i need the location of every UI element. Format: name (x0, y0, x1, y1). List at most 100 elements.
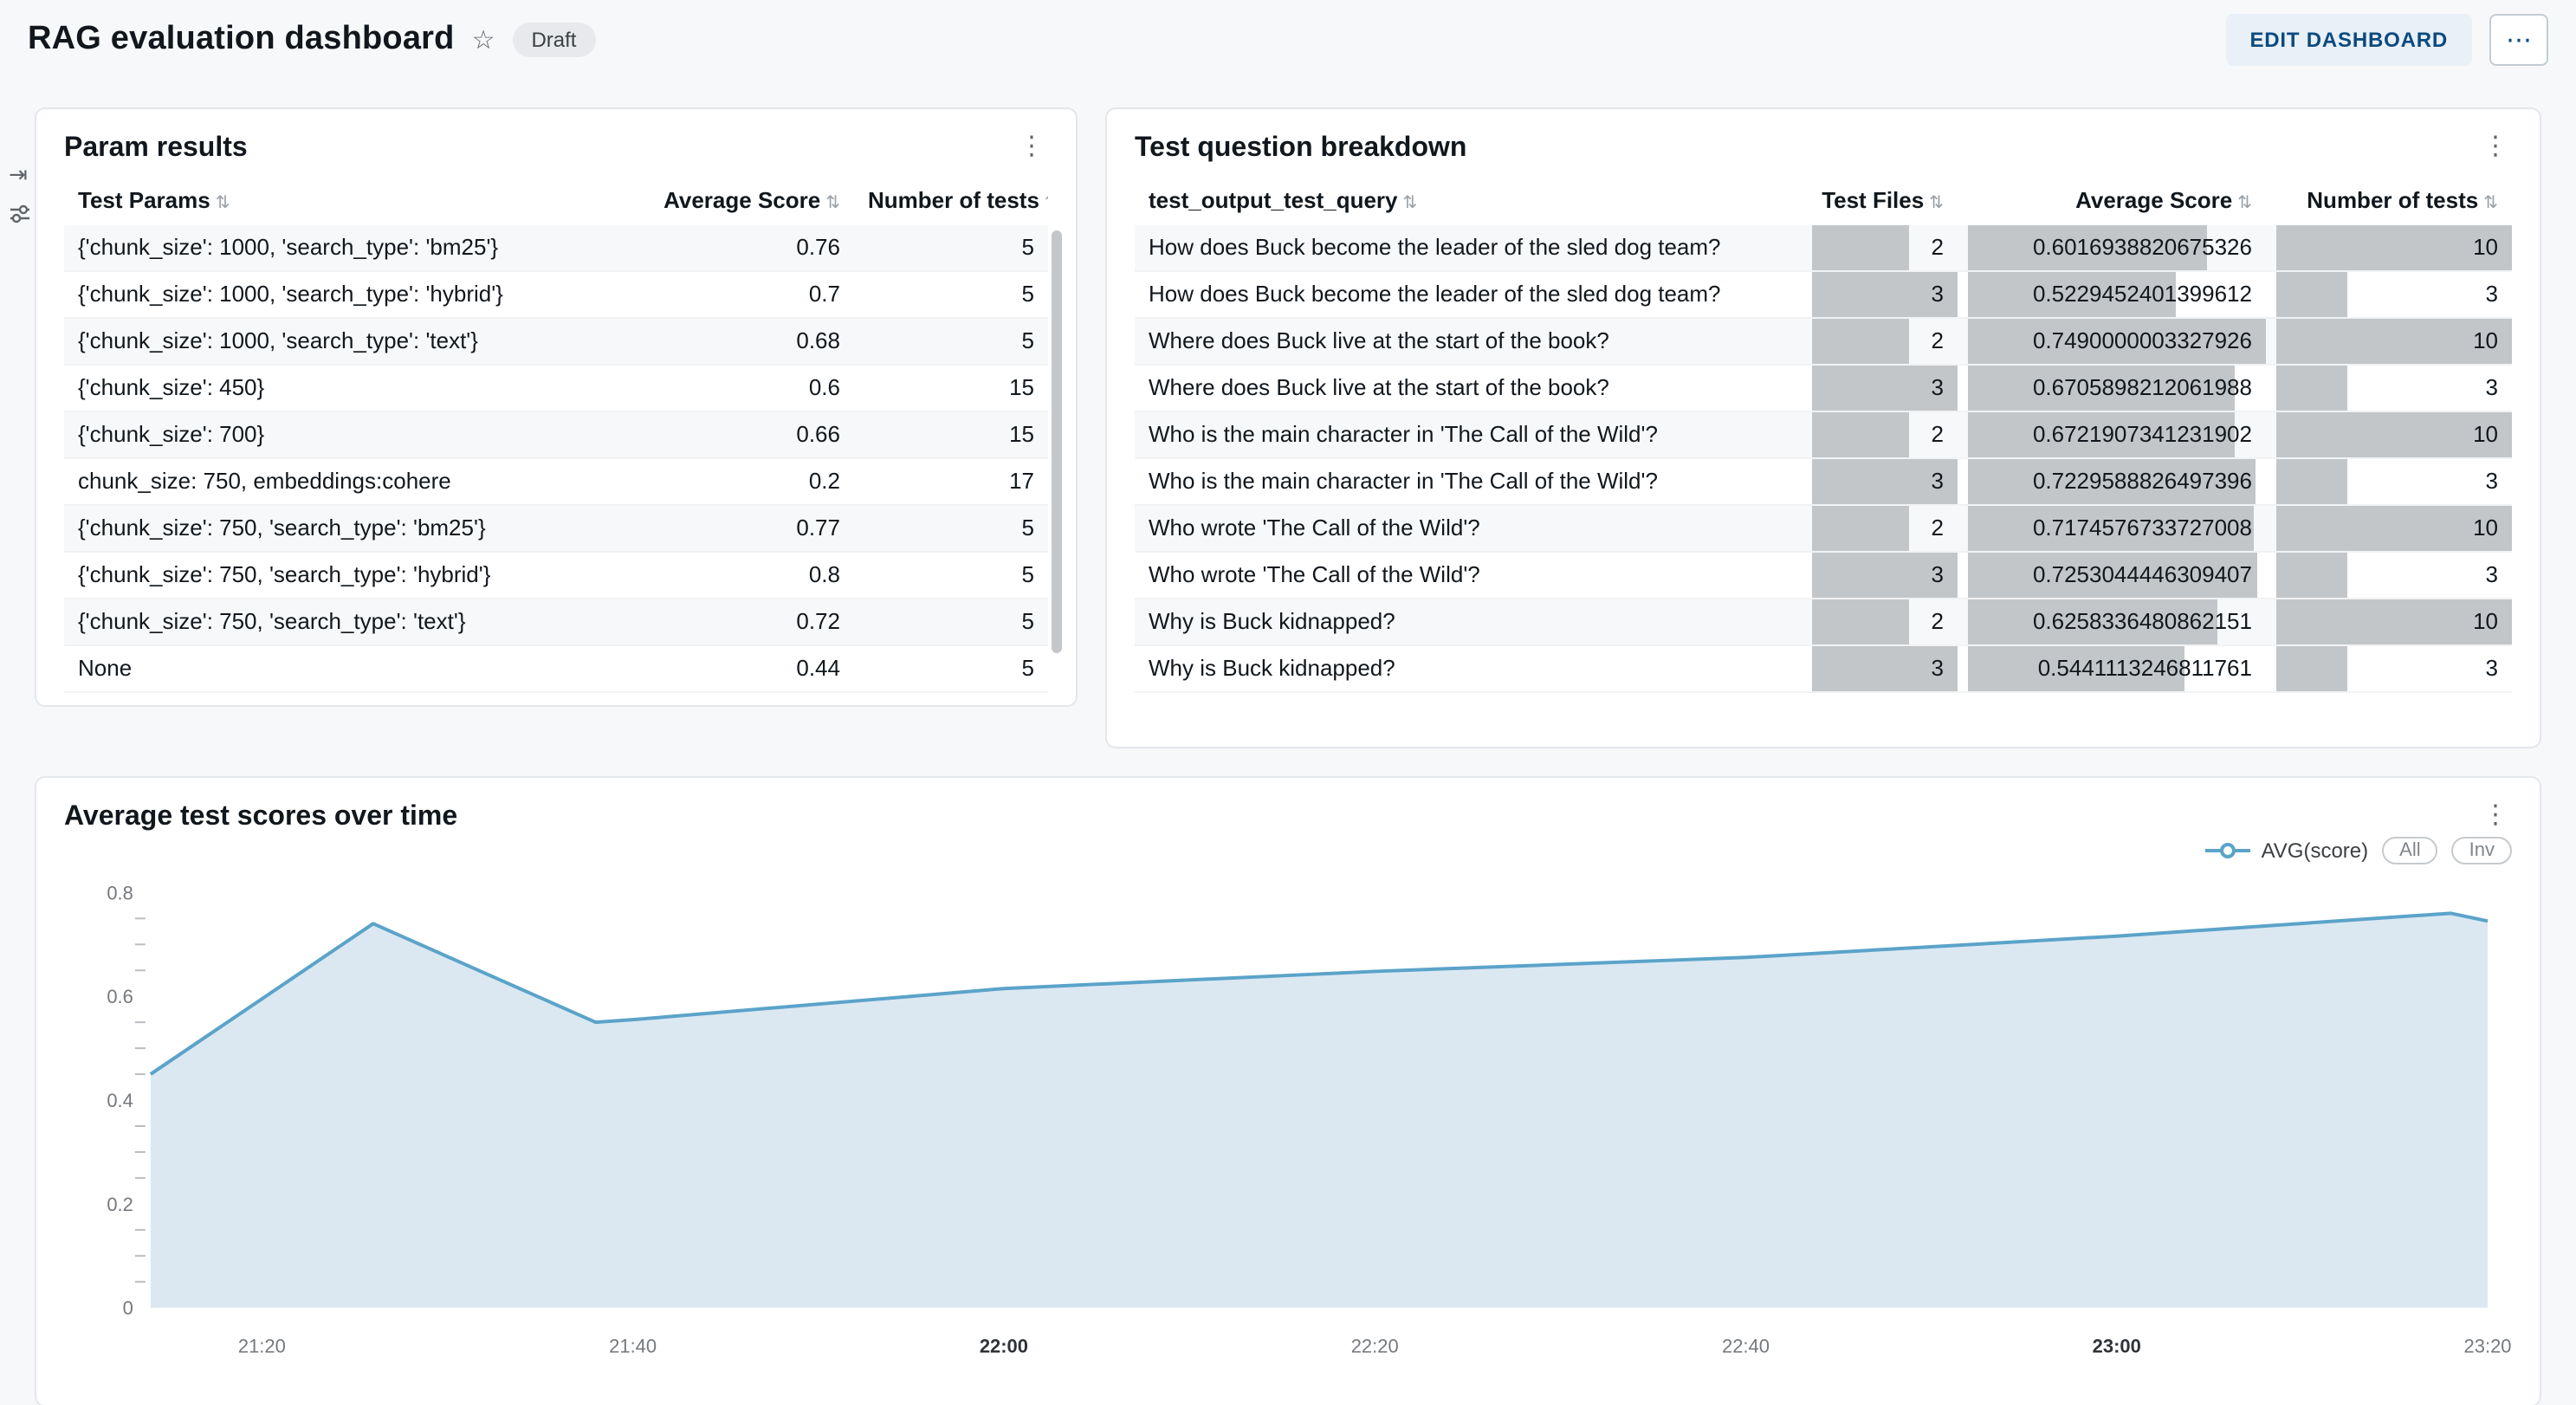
col-header-test-files[interactable]: Test Files ⇅ (1822, 187, 1944, 213)
favorite-star-icon[interactable]: ☆ (471, 25, 495, 55)
bar-value-label: 2 (1931, 327, 1944, 353)
card-title: Test question breakdown (1135, 133, 1467, 163)
avg-score-cell: 0.7490000003327926 (1958, 318, 2266, 366)
bar-value-label: 0.7229588826497396 (2032, 468, 2252, 494)
num-tests-cell: 3 (2266, 365, 2512, 412)
bar-value-label: 2 (1931, 608, 1944, 634)
value-bar (1968, 506, 2254, 550)
avg-score-cell: 0.72 (650, 599, 854, 646)
num-tests-cell: 5 (854, 318, 1048, 366)
query-cell: Who is the main character in 'The Call o… (1135, 411, 1802, 459)
param-results-table: Test Params ⇅ Average Score ⇅ Number of te… (64, 178, 1048, 693)
table-row: How does Buck become the leader of the s… (1135, 225, 2512, 272)
table-row: {'chunk_size': 750, 'search_type': 'hybr… (64, 552, 1048, 599)
table-row: Where does Buck live at the start of the… (1135, 318, 2512, 366)
num-tests-cell: 5 (854, 645, 1048, 693)
bar-value-label: 3 (2485, 281, 2498, 307)
card-menu-button[interactable]: ⋮ (2479, 133, 2512, 159)
chart-legend: AVG(score) All Inv (64, 837, 2512, 864)
table-row: {'chunk_size': 450} 0.6 15 (64, 365, 1048, 412)
num-tests-cell: 15 (854, 365, 1048, 412)
num-tests-cell: 5 (854, 225, 1048, 272)
svg-text:21:40: 21:40 (609, 1336, 657, 1357)
inv-button[interactable]: Inv (2451, 837, 2512, 864)
chart-title: Average test scores over time (64, 802, 458, 832)
avg-score-cell: 0.76 (650, 225, 854, 272)
legend-avg-score[interactable]: AVG(score) (2205, 838, 2369, 863)
col-header-test-query[interactable]: test_output_test_query ⇅ (1149, 187, 1418, 213)
header-menu-button[interactable]: ⋯ (2489, 14, 2548, 66)
value-bar (2276, 272, 2347, 316)
value-bar (2276, 319, 2512, 363)
sort-icon[interactable]: ⇅ (1929, 194, 1944, 213)
sort-icon[interactable]: ⇅ (2483, 194, 2498, 213)
col-header-number-of-tests[interactable]: Number of tests⇅ (854, 178, 1048, 225)
table-scrollbar[interactable] (1052, 230, 1062, 677)
sort-icon[interactable]: ⇅ (2237, 194, 2252, 213)
open-panel-icon[interactable]: ⇥ (9, 161, 28, 187)
table-row: chunk_size: 750, embeddings:cohere 0.2 17 (64, 458, 1048, 506)
avg-score-cell: 0.6 (650, 365, 854, 412)
num-tests-cell: 3 (2266, 552, 2512, 599)
col-header-average-score[interactable]: Average Score ⇅ (2075, 187, 2252, 213)
page-title: RAG evaluation dashboard (28, 21, 455, 57)
col-header-average-score[interactable]: Average Score ⇅ (663, 187, 840, 213)
table-row: Who wrote 'The Call of the Wild'? 2 0.7174… (1135, 505, 2512, 553)
param-cell: {'chunk_size': 450} (64, 365, 650, 412)
num-tests-cell: 5 (854, 599, 1048, 646)
value-bar (1968, 553, 2257, 597)
svg-text:23:00: 23:00 (2093, 1336, 2141, 1357)
avg-score-cell: 0.6258336480862151 (1958, 599, 2266, 646)
num-tests-cell: 5 (854, 271, 1048, 319)
value-bar (1812, 553, 1958, 597)
value-bar (1968, 272, 2177, 316)
col-header-test-params[interactable]: Test Params ⇅ (78, 187, 230, 213)
bar-value-label: 0.5441113246811761 (2037, 655, 2252, 681)
legend-label: AVG(score) (2261, 838, 2369, 863)
query-cell: How does Buck become the leader of the s… (1135, 271, 1802, 319)
sort-icon[interactable]: ⇅ (1045, 194, 1048, 213)
value-bar (1968, 366, 2235, 410)
bar-value-label: 10 (2473, 421, 2498, 447)
num-tests-cell: 17 (854, 458, 1048, 506)
value-bar (1968, 459, 2256, 503)
num-tests-cell: 10 (2266, 505, 2512, 553)
query-cell: Who wrote 'The Call of the Wild'? (1135, 552, 1802, 599)
bar-value-label: 3 (1931, 561, 1944, 587)
bar-value-label: 0.5229452401399612 (2032, 281, 2252, 307)
scores-chart-card: Average test scores over time ⋮ AVG(scor… (35, 776, 2541, 1405)
edit-dashboard-button[interactable]: EDIT DASHBOARD (2225, 14, 2472, 66)
scrollbar-thumb[interactable] (1052, 230, 1062, 653)
value-bar (2276, 506, 2512, 550)
all-button[interactable]: All (2382, 837, 2438, 864)
value-bar (1968, 412, 2236, 456)
test-files-cell: 3 (1802, 365, 1958, 412)
filter-icon[interactable] (9, 203, 31, 229)
col-header-number-of-tests[interactable]: Number of tests⇅ (2307, 187, 2498, 213)
bar-value-label: 3 (1931, 281, 1944, 307)
avg-score-cell: 0.6721907341231902 (1958, 411, 2266, 459)
card-menu-button[interactable]: ⋮ (1015, 133, 1048, 159)
bar-value-label: 3 (1931, 655, 1944, 681)
scores-line-chart[interactable]: 0 0.2 0.4 0.6 0.8 21:20 21:40 22:00 22:20 22:40 23… (64, 871, 2512, 1367)
avg-score-cell: 0.5229452401399612 (1958, 271, 2266, 319)
bar-value-label: 10 (2473, 234, 2498, 260)
value-bar (1968, 599, 2217, 644)
sort-icon[interactable]: ⇅ (1402, 194, 1418, 213)
svg-text:22:40: 22:40 (1722, 1336, 1770, 1357)
bar-value-label: 0.6721907341231902 (2032, 421, 2252, 447)
param-cell: {'chunk_size': 1000, 'search_type': 'hyb… (64, 271, 650, 319)
svg-text:0.4: 0.4 (107, 1090, 133, 1111)
sort-icon[interactable]: ⇅ (825, 194, 840, 213)
bar-value-label: 3 (1931, 468, 1944, 494)
legend-line-icon (2205, 843, 2251, 858)
value-bar (1812, 646, 1958, 690)
num-tests-cell: 3 (2266, 271, 2512, 319)
table-row: {'chunk_size': 1000, 'search_type': 'hyb… (64, 271, 1048, 319)
avg-score-cell: 0.7 (650, 271, 854, 319)
test-files-cell: 2 (1802, 318, 1958, 366)
sort-icon[interactable]: ⇅ (215, 194, 230, 213)
card-menu-button[interactable]: ⋮ (2479, 802, 2512, 828)
avg-score-cell: 0.8 (650, 552, 854, 599)
